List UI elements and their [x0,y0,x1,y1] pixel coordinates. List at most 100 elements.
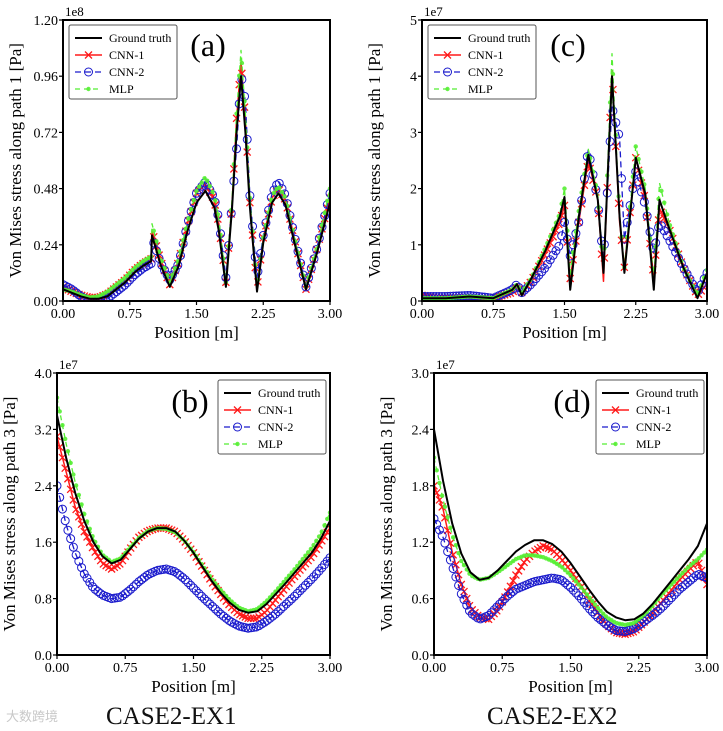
cnn-2-marker [292,589,302,599]
y-tick-label: 0.8 [35,593,53,608]
mlp-marker [568,572,573,578]
cnn-2-marker [60,516,70,526]
y-tick-label: 0.96 [34,70,59,85]
y-tick-label: 0.24 [34,239,59,254]
mlp-marker [194,188,199,194]
caption-case2-ex1: CASE2-EX1 [106,703,237,730]
cnn-2-marker [309,572,319,582]
cnn-2-marker [290,591,300,601]
mlp-marker [322,210,327,216]
plot-area [434,429,707,639]
cnn-2-marker [560,578,570,588]
cnn-2-marker [210,604,220,614]
mlp-marker [445,515,450,520]
mlp-marker [124,273,130,278]
mlp-marker [210,189,215,195]
cnn-1-marker [434,481,438,490]
mlp-marker [601,611,606,616]
y-tick-label: 1.6 [35,536,53,551]
cnn-2-marker [557,576,567,586]
legend-label-cnn-2: CNN-2 [258,420,293,434]
mlp-marker [207,184,213,189]
cnn-2-marker [279,601,289,611]
y-tick-label: 1 [410,239,417,254]
x-axis-label: Position [m] [151,677,236,696]
cnn-2-marker [175,570,185,580]
y-scale-factor: 1e8 [65,4,84,19]
mlp-marker [76,492,82,498]
mlp-marker [277,185,282,190]
mlp-marker [662,200,667,205]
mlp-marker [453,543,459,548]
legend: Ground truth CNN-1 CNN-2 MLP [427,24,537,100]
y-tick-label: 4.0 [35,367,53,382]
cnn-2-marker [63,525,73,535]
mlp-marker [633,144,638,149]
cnn-2-marker [298,583,308,593]
legend-marker-cnn-2 [611,422,620,432]
cnn-2-marker [268,611,278,621]
cnn-2-marker [57,492,65,502]
mlp-marker [151,228,156,233]
cnn-2-marker [71,550,81,560]
y-axis-label: Von Mises stress along path 1 [Pa] [365,43,384,278]
y-axis-label: Von Mises stress along path 3 [Pa] [377,397,396,632]
y-tick-label: 0 [410,295,417,310]
legend-box [217,379,327,455]
mlp-marker [677,573,682,579]
cnn-2-marker [325,553,330,563]
cnn-2-marker [571,588,581,598]
panel-b: 0.00 0.75 1.50 2.25 3.00 0.0 0.8 1.6 2.4 3.2 4.0 1e… [0,357,342,696]
mlp-marker [71,472,76,477]
mlp-marker [459,558,464,564]
mlp-marker [279,189,285,195]
cnn-2-marker [702,573,707,583]
mlp-marker [316,534,322,539]
plot-area [57,395,330,633]
cnn-2-marker [300,580,310,590]
cnn-2-marker [311,569,321,579]
x-axis-label: Position [m] [522,323,607,342]
cnn-2-marker [219,611,229,621]
cnn-1-marker [511,571,520,580]
x-axis-label: Position [m] [154,323,239,342]
legend-label-cnn-1: CNN-1 [258,403,293,417]
x-tick-label: 3.00 [695,307,720,322]
mlp-marker [325,516,330,522]
cnn-2-marker [551,246,561,256]
cnn-2-marker [505,589,515,599]
legend-box [595,379,705,455]
panel-a: 0.00 0.75 1.50 2.25 3.00 0.00 0.24 0.48 0.72 0.96… [6,4,342,342]
cnn-2-marker [77,563,87,573]
mlp-marker [450,535,456,540]
y-tick-label: 0.48 [34,183,59,198]
x-tick-label: 2.25 [627,661,652,676]
cnn-2-marker [281,599,291,609]
legend-label-cnn-1: CNN-1 [468,48,503,62]
cnn-2-marker [306,575,316,585]
watermark: 大数跨境 [6,710,59,725]
mlp-marker [659,188,664,194]
legend-label-cnn-2: CNN-2 [636,420,671,434]
cnn-2-marker [702,268,707,278]
cnn-2-marker [57,504,67,514]
cnn-1-marker [517,562,526,571]
cnn-2-marker [454,580,464,590]
x-tick-label: 1.50 [181,661,206,676]
y-tick-label: 2.4 [412,423,430,438]
mlp-marker [297,560,303,565]
cnn-2-marker [303,578,313,588]
cnn-2-marker [68,542,78,552]
mlp-marker [300,556,305,562]
series-ground-truth [63,75,330,300]
cnn-2-marker [87,582,97,592]
mlp-marker [437,480,442,486]
series-cnn-2 [434,514,707,636]
mlp-marker [576,582,581,587]
legend-label-mlp: MLP [258,437,283,451]
x-tick-label: 0.75 [113,661,138,676]
cnn-2-marker [194,589,204,599]
mlp-marker [204,178,210,183]
mlp-marker [188,207,194,212]
